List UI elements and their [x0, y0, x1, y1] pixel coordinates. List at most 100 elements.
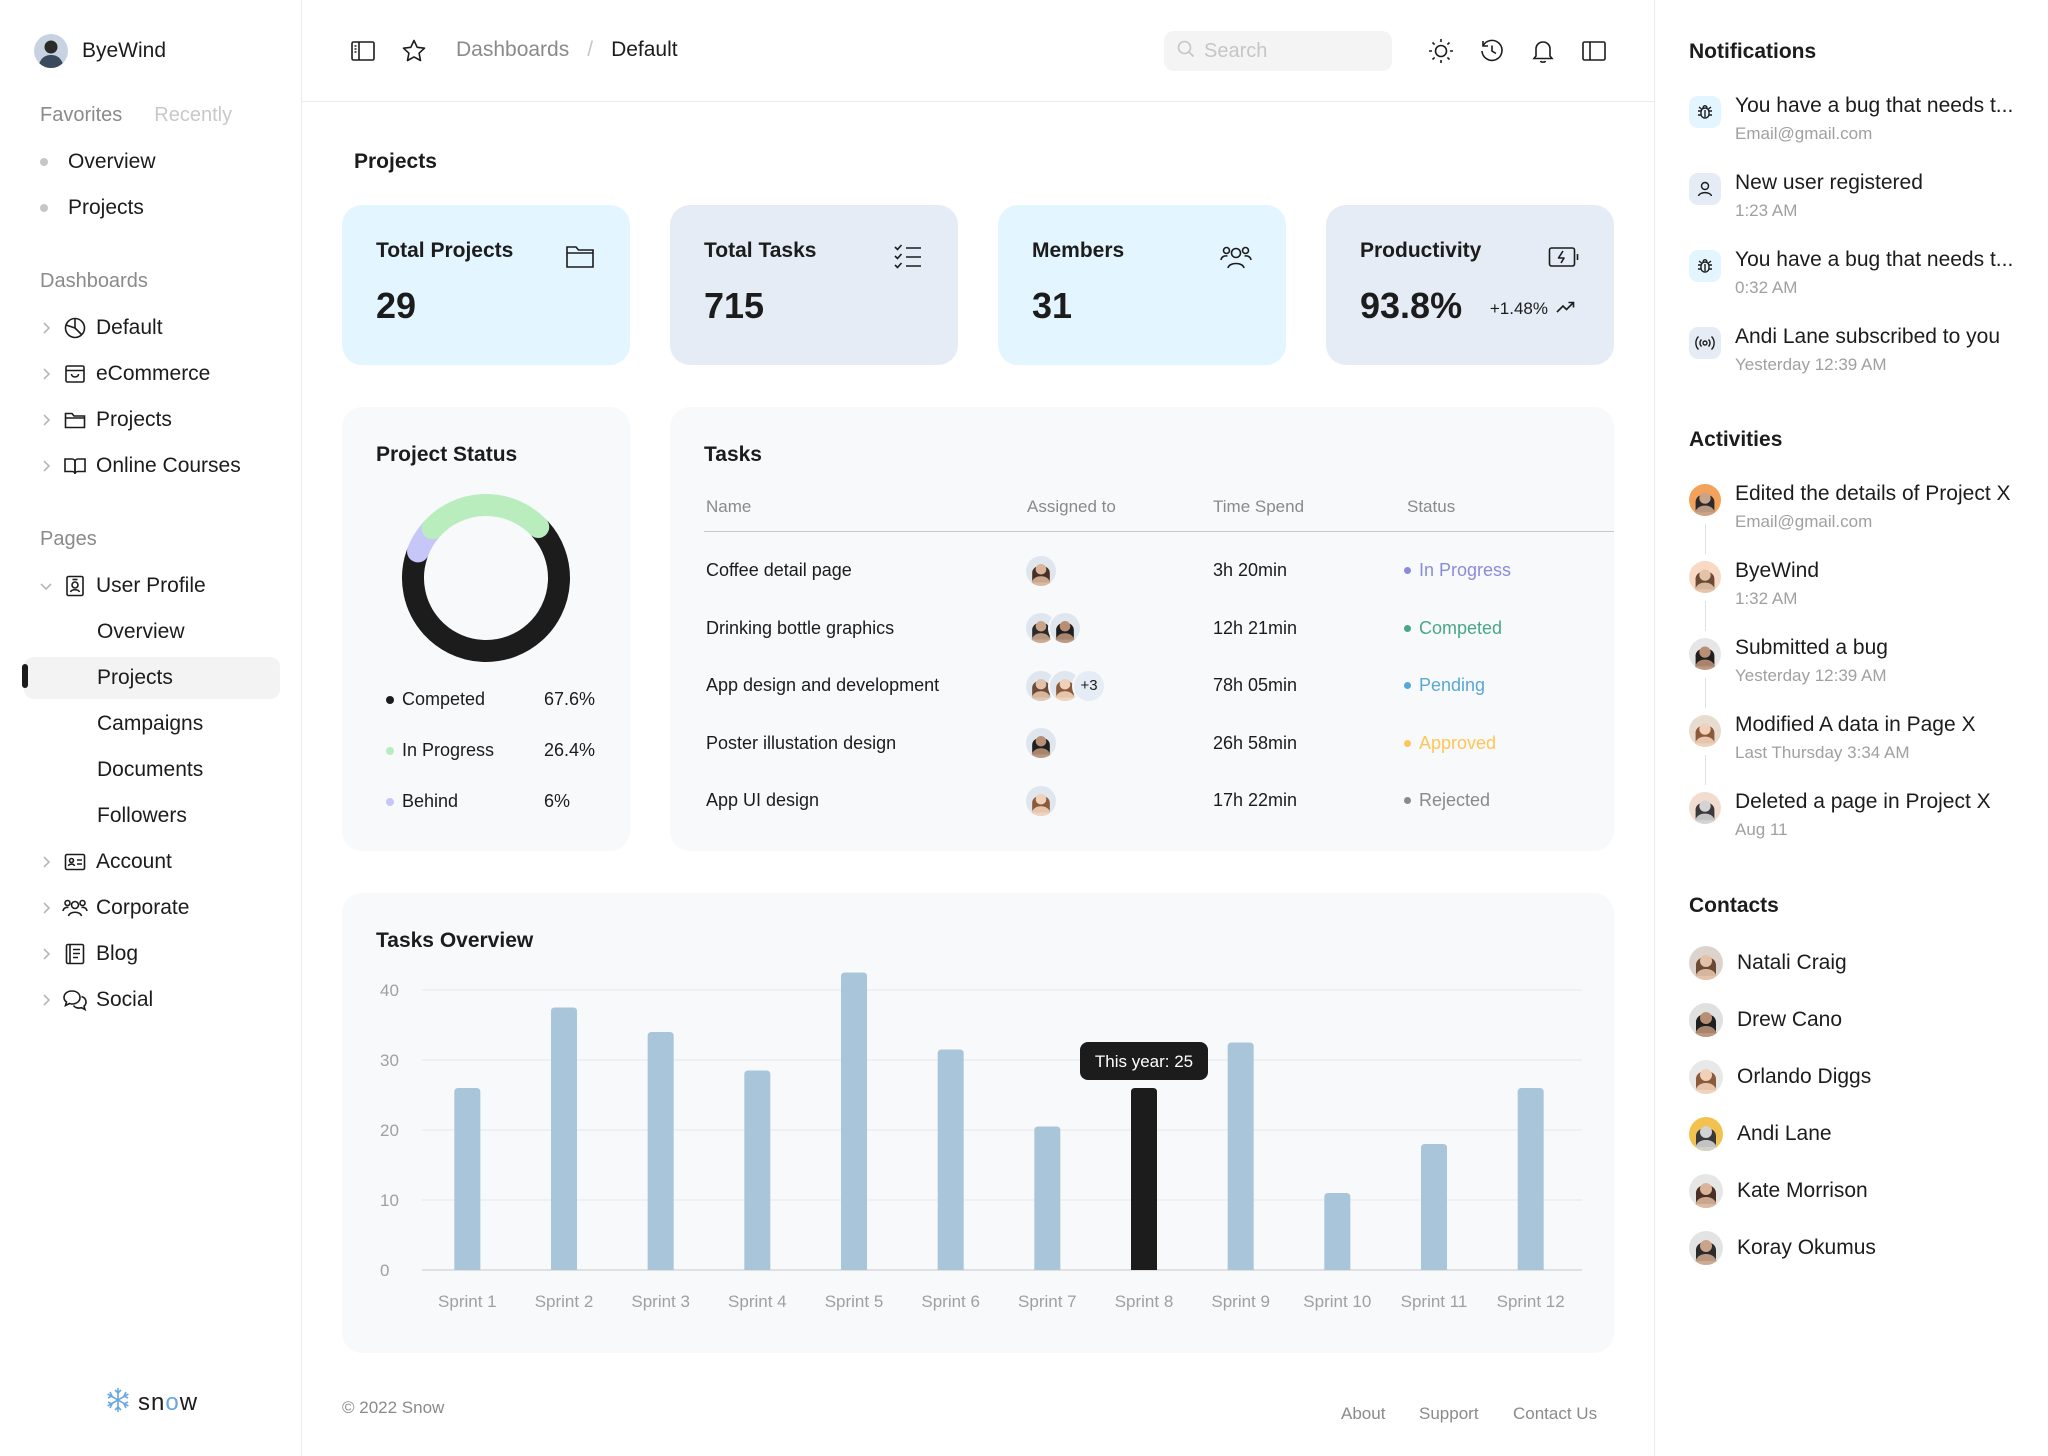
bar-sprint-8[interactable] — [1131, 1088, 1157, 1270]
chevron-right-icon — [36, 852, 56, 872]
bar-sprint-10[interactable] — [1324, 1193, 1351, 1270]
breadcrumb-default[interactable]: Default — [611, 38, 678, 61]
column-header-status[interactable]: Status — [1407, 497, 1456, 516]
sidebar-item-account[interactable]: Account — [24, 841, 280, 883]
sidebar-subitem-projects[interactable]: Projects — [24, 657, 280, 699]
column-header-time[interactable]: Time Spend — [1213, 497, 1305, 516]
bar-sprint-2[interactable] — [551, 1007, 577, 1271]
contact-name: Orlando Diggs — [1737, 1065, 1872, 1088]
table-row[interactable]: Drinking bottle graphics 12h 21min Compete… — [670, 600, 1614, 657]
sidebar-item-ecommerce[interactable]: eCommerce — [24, 353, 280, 395]
notification-item[interactable]: Andi Lane subscribed to you Yesterday 12:… — [1689, 325, 2029, 385]
chat-bubbles-icon — [62, 987, 88, 1013]
contact-item[interactable]: Orlando Diggs — [1689, 1060, 1871, 1094]
bar-sprint-12[interactable] — [1517, 1088, 1544, 1270]
sidebar-item-default[interactable]: Default — [24, 307, 280, 349]
activity-item[interactable]: Submitted a bug Yesterday 12:39 AM — [1689, 636, 2029, 696]
table-row[interactable]: Poster illustation design 26h 58min Approv… — [670, 715, 1614, 772]
column-header-assigned[interactable]: Assigned to — [1027, 497, 1116, 516]
footer-link-support[interactable]: Support — [1419, 1404, 1479, 1423]
bar-sprint-11[interactable] — [1421, 1144, 1447, 1270]
contact-item[interactable]: Kate Morrison — [1689, 1174, 1868, 1208]
sidebar-item-label: Corporate — [96, 896, 190, 919]
status-dot — [1404, 624, 1411, 632]
bar-sprint-4[interactable] — [744, 1070, 771, 1271]
status-label: Rejected — [1419, 790, 1491, 810]
bar-sprint-9[interactable] — [1227, 1042, 1254, 1271]
sun-icon[interactable] — [1426, 36, 1456, 66]
donut-segment-in-progress[interactable] — [383, 475, 589, 681]
table-row[interactable]: Coffee detail page 3h 20min In Progress — [670, 542, 1614, 599]
assigned-avatars[interactable]: +3 — [1024, 657, 1106, 714]
activity-item[interactable]: ByeWind 1:32 AM — [1689, 559, 2029, 619]
bell-icon[interactable] — [1528, 36, 1558, 66]
favorite-item-overview[interactable]: Overview — [40, 150, 156, 174]
sidebar-item-projects[interactable]: Projects — [24, 399, 280, 441]
table-row[interactable]: App UI design 17h 22min Rejected — [670, 772, 1614, 829]
stat-card-total-projects[interactable]: Total Projects 29 — [342, 205, 630, 365]
timeline-connector — [1705, 678, 1706, 708]
stat-card-total-tasks[interactable]: Total Tasks 715 — [670, 205, 958, 365]
contact-item[interactable]: Drew Cano — [1689, 1003, 1842, 1037]
stat-card-productivity[interactable]: Productivity 93.8% +1.48% — [1326, 205, 1614, 365]
assigned-avatars[interactable] — [1024, 600, 1082, 657]
sidebar-subitem-documents[interactable]: Documents — [24, 749, 280, 791]
shopping-bag-icon — [62, 361, 88, 387]
breadcrumb-dashboards[interactable]: Dashboards — [456, 38, 570, 61]
breadcrumb: Dashboards / Default — [456, 38, 678, 62]
donut-segment-behind[interactable] — [391, 483, 580, 672]
notification-item[interactable]: New user registered 1:23 AM — [1689, 171, 2029, 231]
activity-item[interactable]: Edited the details of Project X Email@gma… — [1689, 482, 2029, 542]
bar-sprint-1[interactable] — [454, 1088, 481, 1270]
tasks-overview-title: Tasks Overview — [376, 929, 534, 952]
contact-item[interactable]: Natali Craig — [1689, 946, 1847, 980]
tab-recently[interactable]: Recently — [154, 104, 233, 126]
sidebar-item-corporate[interactable]: Corporate — [24, 887, 280, 929]
contact-item[interactable]: Andi Lane — [1689, 1117, 1832, 1151]
tab-favorites[interactable]: Favorites — [40, 104, 123, 126]
activity-item[interactable]: Modified A data in Page X Last Thursday 3… — [1689, 713, 2029, 773]
sidebar-subitem-overview[interactable]: Overview — [24, 611, 280, 653]
snow-logo-text: snow — [138, 1388, 199, 1416]
sidebar-toggle-icon[interactable] — [348, 36, 378, 66]
footer-link-about[interactable]: About — [1341, 1404, 1386, 1423]
star-icon[interactable] — [399, 36, 429, 66]
activity-item[interactable]: Deleted a page in Project X Aug 11 — [1689, 790, 2029, 850]
sidebar-item-user-profile[interactable]: User Profile — [24, 565, 280, 607]
search-input[interactable] — [1204, 39, 1384, 63]
sidebar-item-online-courses[interactable]: Online Courses — [24, 445, 280, 487]
notification-item[interactable]: You have a bug that needs t... 0:32 AM — [1689, 248, 2029, 308]
bar-tooltip — [1080, 1042, 1208, 1080]
favorite-item-projects[interactable]: Projects — [40, 196, 144, 220]
brand[interactable]: ByeWind — [34, 34, 166, 68]
bar-sprint-5[interactable] — [841, 972, 867, 1271]
sidebar-item-blog[interactable]: Blog — [24, 933, 280, 975]
notification-text: You have a bug that needs t... — [1735, 248, 2014, 271]
assigned-avatars[interactable] — [1024, 772, 1058, 829]
column-header-name[interactable]: Name — [706, 497, 752, 516]
chevron-right-icon — [36, 456, 56, 476]
tasks-title: Tasks — [704, 443, 762, 466]
stat-label: Productivity — [1360, 239, 1482, 262]
pages-heading: Pages — [40, 528, 97, 550]
footer-link-contact[interactable]: Contact Us — [1513, 1404, 1598, 1423]
contact-item[interactable]: Koray Okumus — [1689, 1231, 1876, 1265]
sidebar: ByeWind Favorites Recently Overview Proj… — [0, 0, 302, 1456]
panel-toggle-icon[interactable] — [1579, 36, 1609, 66]
sidebar-subitem-campaigns[interactable]: Campaigns — [24, 703, 280, 745]
stat-card-members[interactable]: Members 31 — [998, 205, 1286, 365]
notification-item[interactable]: You have a bug that needs t... Email@gmai… — [1689, 94, 2029, 154]
bar-sprint-3[interactable] — [647, 1032, 674, 1270]
bar-sprint-6[interactable] — [937, 1049, 964, 1271]
y-tick-label: 0 — [380, 1261, 389, 1280]
sidebar-subitem-followers[interactable]: Followers — [24, 795, 280, 837]
table-row[interactable]: App design and development +3 78h 05min Pen… — [670, 657, 1614, 714]
history-icon[interactable] — [1477, 36, 1507, 66]
notification-time: Yesterday 12:39 AM — [1735, 355, 1887, 374]
assigned-avatars[interactable] — [1024, 715, 1058, 772]
assigned-avatars[interactable] — [1024, 542, 1058, 599]
search-box[interactable] — [1164, 31, 1392, 71]
bar-sprint-7[interactable] — [1034, 1126, 1061, 1271]
sidebar-item-social[interactable]: Social — [24, 979, 280, 1021]
stat-value: 715 — [704, 285, 765, 326]
